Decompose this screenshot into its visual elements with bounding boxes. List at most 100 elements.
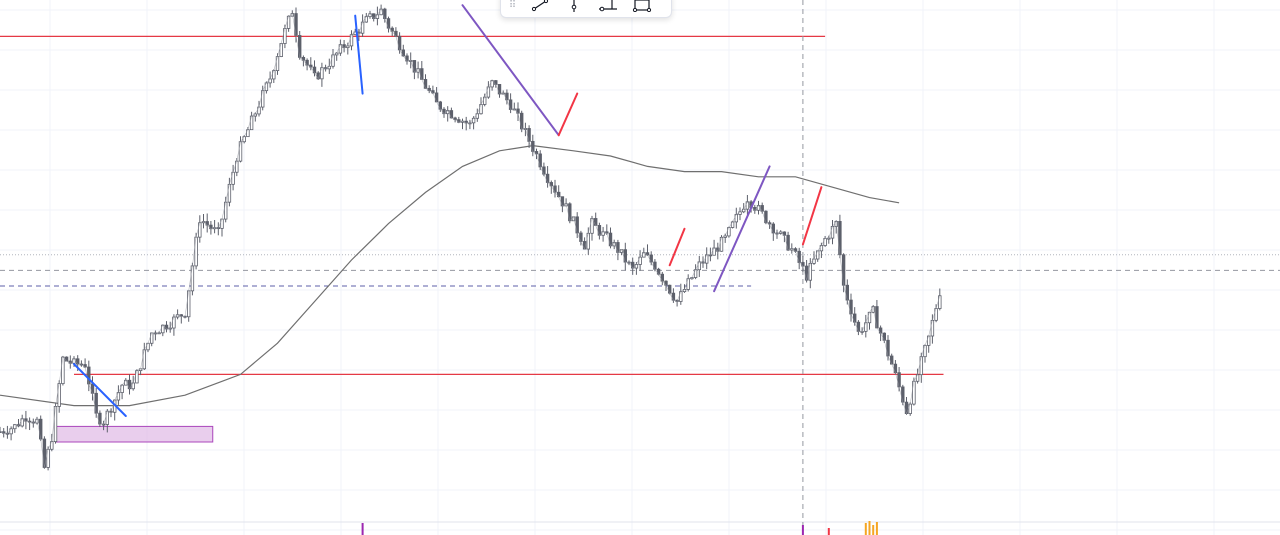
candle-body bbox=[508, 99, 513, 110]
candle-body bbox=[597, 225, 602, 236]
candle-body bbox=[841, 254, 846, 286]
candle-body bbox=[797, 250, 801, 263]
candle-body bbox=[864, 322, 868, 332]
red-up-segment-3 bbox=[801, 186, 823, 246]
blue-down-segment bbox=[73, 363, 127, 417]
candle-body bbox=[908, 403, 912, 414]
candle-body bbox=[505, 92, 509, 101]
candle-body bbox=[94, 392, 98, 414]
candle-body bbox=[438, 101, 442, 110]
candle-body bbox=[927, 335, 931, 346]
candle-body bbox=[397, 35, 402, 51]
candle-body bbox=[875, 306, 879, 329]
candle-body bbox=[734, 214, 738, 223]
trend-line-tool-button[interactable] bbox=[523, 0, 557, 16]
candle-body bbox=[919, 356, 923, 376]
volume-bar bbox=[827, 528, 830, 535]
candle-body bbox=[660, 273, 664, 282]
candle-body bbox=[231, 171, 235, 185]
candle-body bbox=[90, 383, 95, 394]
candle-body bbox=[198, 222, 202, 238]
candle-body bbox=[727, 227, 731, 237]
demand-zone[interactable] bbox=[55, 425, 214, 443]
candle-body bbox=[338, 44, 343, 54]
candle-body bbox=[283, 28, 287, 44]
candle-body bbox=[105, 410, 109, 425]
candle-body bbox=[719, 236, 724, 252]
candle-body bbox=[608, 232, 613, 247]
candle-body bbox=[545, 173, 550, 183]
volume-bar bbox=[868, 521, 871, 535]
candle-body bbox=[297, 35, 302, 58]
cross-line-tool-button[interactable] bbox=[591, 0, 625, 16]
candle-body bbox=[878, 327, 883, 334]
candle-body bbox=[568, 203, 572, 222]
candle-body bbox=[594, 218, 598, 226]
candle-body bbox=[808, 262, 812, 281]
candle-body bbox=[686, 278, 690, 290]
candle-body bbox=[420, 68, 424, 80]
candle-body bbox=[39, 418, 43, 440]
candle-body bbox=[867, 311, 872, 324]
candle-body bbox=[479, 104, 483, 115]
zone-rectangle bbox=[55, 425, 214, 443]
candle-body bbox=[586, 232, 590, 250]
candle-body bbox=[819, 245, 824, 252]
candle-body bbox=[135, 370, 139, 384]
candle-body bbox=[679, 291, 683, 302]
candle-body bbox=[649, 254, 653, 263]
candle-body bbox=[383, 8, 387, 20]
candle-body bbox=[912, 380, 916, 405]
candle-body bbox=[401, 49, 405, 57]
candle-body bbox=[194, 236, 198, 267]
candle-body bbox=[764, 210, 768, 224]
candle-body bbox=[653, 261, 657, 270]
candle-body bbox=[579, 232, 583, 242]
candle-body bbox=[616, 242, 620, 253]
purple-up-segment bbox=[713, 165, 771, 293]
candle-body bbox=[575, 216, 579, 234]
candle-body bbox=[542, 166, 546, 175]
trend-line-icon bbox=[531, 0, 549, 12]
close-line bbox=[0, 8, 941, 468]
red-up-segment-1 bbox=[557, 92, 579, 137]
candle-body bbox=[497, 84, 502, 95]
candle-body bbox=[120, 384, 124, 393]
vertical-line-icon bbox=[571, 0, 577, 12]
candle-body bbox=[856, 321, 861, 332]
candle-body bbox=[76, 358, 80, 365]
candle-body bbox=[57, 383, 61, 407]
candle-body bbox=[142, 349, 146, 370]
candle-body bbox=[320, 67, 324, 80]
candle-body bbox=[482, 96, 487, 105]
candle-body bbox=[693, 269, 698, 278]
candle-body bbox=[538, 153, 542, 168]
candle-body bbox=[238, 141, 243, 162]
drawing-toolbar: ⠿ bbox=[500, 0, 672, 18]
candle-body bbox=[172, 316, 176, 329]
vertical-line-tool-button[interactable] bbox=[557, 0, 591, 16]
candles bbox=[0, 4, 942, 471]
candle-body bbox=[434, 92, 439, 103]
candle-body bbox=[294, 13, 298, 36]
candle-body bbox=[930, 319, 935, 337]
candle-body bbox=[190, 265, 195, 292]
rectangle-tool-button[interactable] bbox=[625, 0, 659, 16]
candle-body bbox=[61, 356, 65, 385]
candle-body bbox=[331, 54, 335, 67]
volume-bar bbox=[875, 522, 878, 535]
candle-body bbox=[50, 441, 54, 450]
candle-body bbox=[771, 223, 775, 234]
candle-body bbox=[235, 160, 239, 173]
red-up-segment-2 bbox=[668, 227, 686, 267]
candle-body bbox=[349, 34, 354, 47]
candle-body bbox=[405, 55, 409, 62]
drawn-segments[interactable] bbox=[73, 4, 823, 417]
candle-body bbox=[146, 342, 150, 351]
drag-handle-icon[interactable]: ⠿ bbox=[508, 0, 516, 11]
candle-body bbox=[938, 295, 942, 309]
candle-body bbox=[886, 339, 890, 357]
volume-bar bbox=[864, 523, 867, 535]
purple-down-segment bbox=[461, 4, 560, 137]
